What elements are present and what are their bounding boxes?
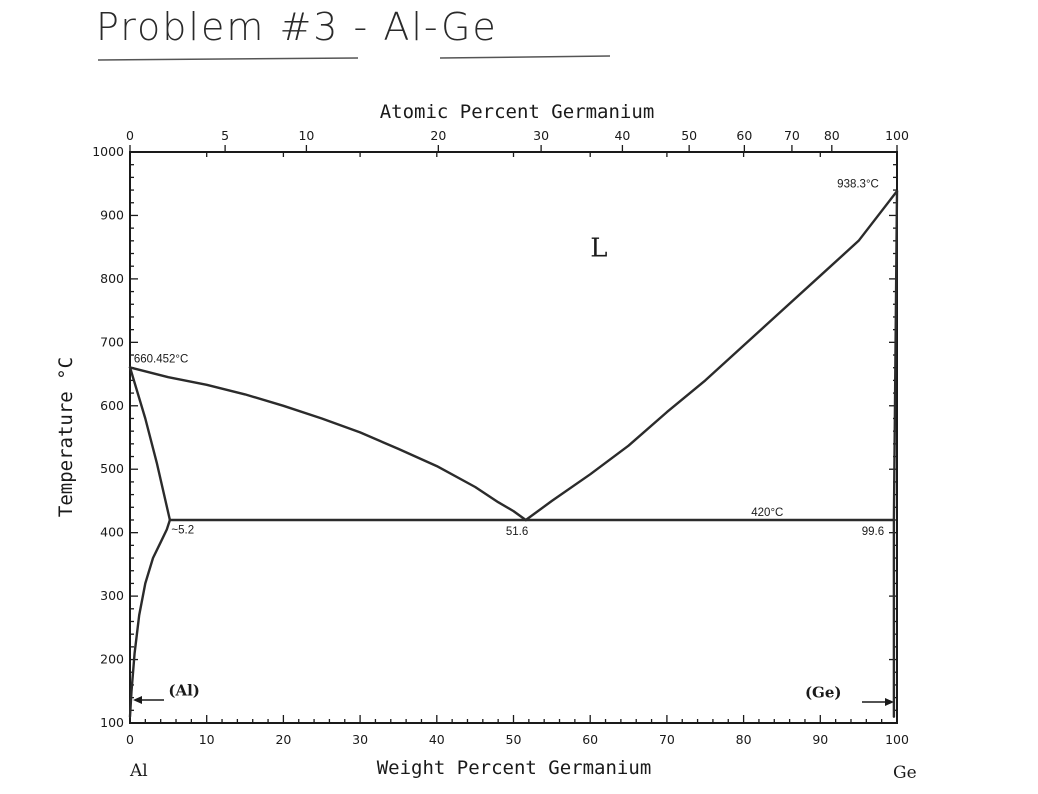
corner-label-al: Al [129,761,148,781]
x2-tick-label: 60 [736,128,752,143]
phase-boundary-1 [128,366,527,522]
annotation-label: 51.6 [506,526,528,538]
y-tick-label: 500 [100,461,124,476]
x-tick-label: 70 [659,732,675,747]
labels-layer: 660.452°C 938.3°C ~5.2 51.6 420°C 99.6 L (Al) (G… [134,179,884,702]
x2-tick-label: 80 [824,128,840,143]
phase-label: (Ge) [805,684,842,702]
phase-boundary-2 [524,189,899,522]
x-tick-label: 80 [736,732,752,747]
x2-tick-label: 20 [430,128,446,143]
al-arrow [133,696,164,704]
x-tick-label: 20 [275,732,291,747]
y-tick-label: 700 [100,334,124,349]
x-tick-label: 0 [126,732,134,747]
phase-boundary-3 [128,366,172,522]
y-tick-label: 400 [100,525,124,540]
x-tick-label: 30 [352,732,368,747]
y-tick-label: 200 [100,652,124,667]
y-tick-label: 1000 [92,144,124,159]
y-tick-label: 100 [100,715,124,730]
x2-tick-label: 10 [298,128,314,143]
phase-label: (Al) [168,682,200,700]
x-tick-label: 90 [812,732,828,747]
title-underline-left [97,57,359,61]
annotation-label: 938.3°C [837,179,879,191]
y-tick-label: 800 [100,271,124,286]
plot-frame [129,151,898,724]
y-tick-label: 600 [100,398,124,413]
annotation-label: 660.452°C [134,354,188,366]
ticks-layer: 0 10 20 30 40 50 60 70 80 90 1000 5 10 20 30 40 50 60 70 80… [92,128,909,747]
y-tick-label: 300 [100,588,124,603]
phase-boundary-7 [892,189,899,522]
x-tick-label: 50 [506,732,522,747]
annotation-label: ~5.2 [171,524,194,536]
y-tick-label: 900 [100,207,124,222]
x-tick-label: 60 [582,732,598,747]
x2-tick-label: 100 [885,128,909,143]
x2-tick-label: 30 [533,128,549,143]
page-title: Problem #3 - Al-Ge [96,5,498,49]
phase-label: L [590,234,607,264]
annotation-label: 420°C [751,507,783,519]
x-tick-label: 40 [429,732,445,747]
x2-tick-label: 40 [614,128,630,143]
ge-arrow [862,698,894,706]
x-tick-label: 10 [199,732,215,747]
x2-axis-title: Atomic Percent Germanium [380,101,655,123]
phase-boundary-4 [128,518,172,718]
title-underline-right [439,55,611,59]
x-axis-title: Weight Percent Germanium [377,757,652,779]
x-tick-label: 100 [885,732,909,747]
corner-label-ge: Ge [893,763,917,783]
x2-tick-label: 70 [784,128,800,143]
y-axis-title: Temperature °C [55,357,77,517]
x2-tick-label: 0 [126,128,134,143]
x2-tick-label: 50 [681,128,697,143]
annotation-label: 99.6 [862,526,884,538]
x2-tick-label: 5 [221,128,229,143]
curves-layer [128,189,899,718]
